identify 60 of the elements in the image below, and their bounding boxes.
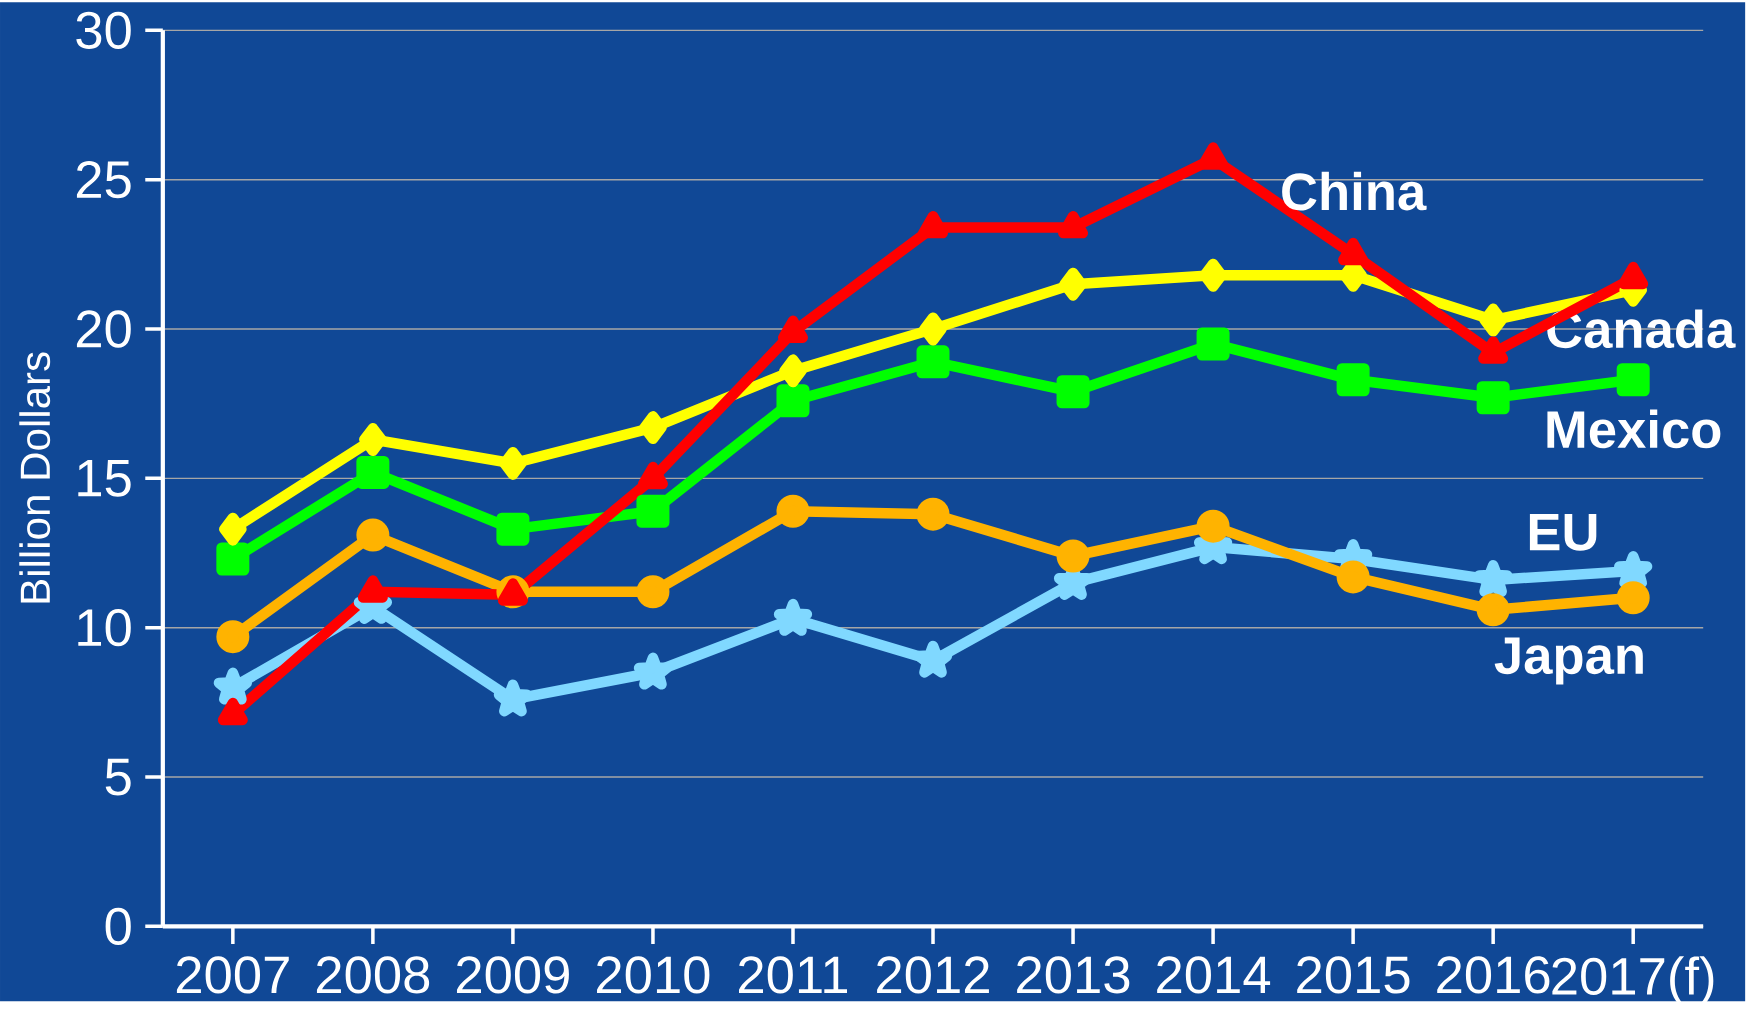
- point: [776, 384, 810, 418]
- x-tick-label: 2017(f): [1552, 956, 1714, 1006]
- point: [916, 345, 950, 379]
- point: [213, 667, 253, 705]
- point: [1059, 267, 1087, 301]
- point: [779, 354, 807, 388]
- y-tick-label: 0: [105, 907, 131, 945]
- point: [496, 512, 530, 546]
- point: [1614, 551, 1653, 588]
- point: [1476, 593, 1510, 627]
- point: [217, 697, 248, 726]
- series-label: China: [1282, 171, 1427, 211]
- y-tick-label: 10: [78, 609, 131, 647]
- point: [1199, 258, 1227, 292]
- point: [639, 411, 667, 445]
- x-tick-label: 2010: [597, 956, 710, 994]
- point: [1056, 539, 1090, 573]
- point: [773, 598, 813, 636]
- point: [633, 652, 673, 690]
- point: [1056, 375, 1090, 409]
- point: [1336, 363, 1370, 397]
- point: [356, 455, 390, 489]
- point: [359, 422, 387, 456]
- y-tick-label: 5: [105, 758, 131, 796]
- point: [1196, 327, 1230, 361]
- point: [1616, 363, 1650, 397]
- x-tick-label: 2016: [1437, 956, 1550, 994]
- x-tick-label: 2009: [456, 956, 569, 994]
- point: [499, 446, 527, 480]
- x-tick-label: 2011: [739, 956, 848, 994]
- point: [919, 312, 947, 346]
- x-tick-label: 2012: [877, 956, 989, 994]
- y-tick-label: 20: [76, 310, 131, 348]
- series-label: Mexico: [1547, 409, 1721, 449]
- point: [216, 542, 250, 576]
- point: [1196, 509, 1230, 543]
- point: [916, 497, 950, 531]
- x-tick-label: 2013: [1017, 956, 1130, 994]
- x-tick-label: 2015: [1297, 956, 1410, 994]
- y-tick-label: 30: [76, 11, 131, 49]
- point: [356, 518, 390, 552]
- point: [219, 512, 247, 546]
- point: [636, 494, 670, 528]
- point: [1336, 560, 1370, 594]
- x-tick-label: 2008: [316, 956, 430, 994]
- legend-label: Japan: [1494, 637, 1643, 685]
- point: [1479, 303, 1507, 337]
- point: [1476, 381, 1510, 415]
- point: [216, 620, 250, 654]
- point: [493, 679, 533, 717]
- y-axis-title: Billion Dollars: [19, 352, 51, 603]
- y-tick-label: 25: [76, 160, 131, 199]
- point: [776, 494, 810, 528]
- point: [636, 575, 670, 609]
- point: [1616, 581, 1650, 615]
- series-label: EU: [1529, 513, 1597, 551]
- x-tick-label: 2014: [1157, 956, 1271, 994]
- point: [1473, 559, 1513, 597]
- x-tick-label: 2007: [176, 956, 289, 994]
- y-tick-label: 15: [78, 459, 131, 497]
